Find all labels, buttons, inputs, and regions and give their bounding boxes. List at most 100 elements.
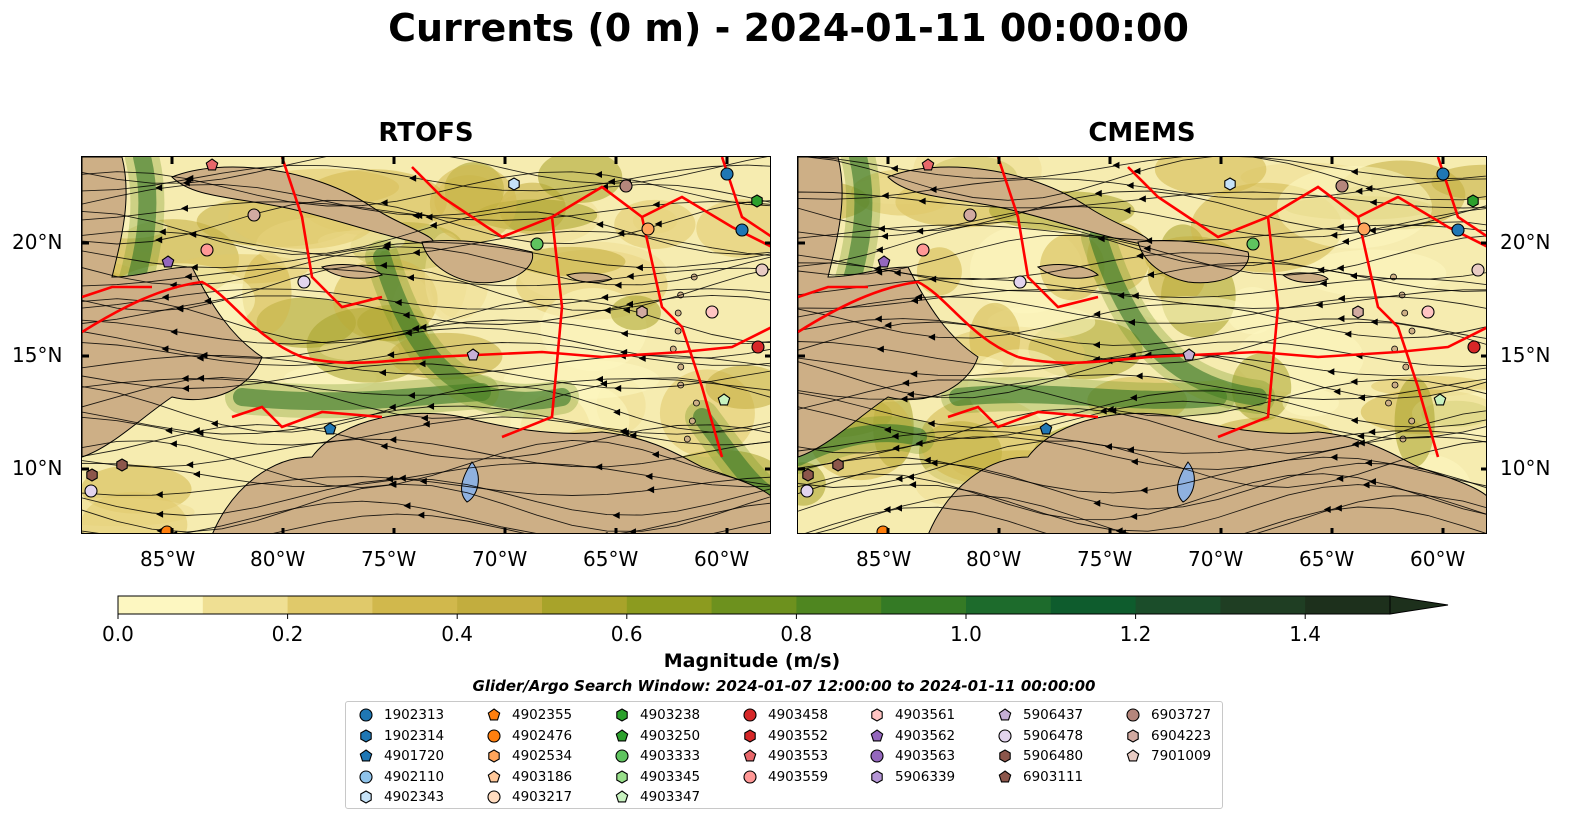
streamline-arrow — [601, 293, 609, 301]
lat-tick-label: 15°N — [12, 343, 63, 367]
colorbar-tick-label: 1.0 — [950, 622, 982, 646]
streamline — [798, 234, 1486, 276]
colorbar-segment — [542, 596, 628, 614]
streamline — [82, 210, 770, 255]
streamline-arrow — [614, 281, 622, 289]
float-marker — [963, 208, 977, 222]
legend-item: 5906437 — [997, 705, 1083, 725]
streamline-arrow — [1135, 372, 1143, 380]
streamline — [82, 267, 770, 287]
streamline-arrow — [1368, 428, 1376, 436]
hexagon-marker-icon — [616, 708, 628, 722]
hexagon-marker-icon — [360, 790, 372, 805]
streamline-arrow — [638, 354, 646, 362]
circle-marker-icon — [359, 708, 373, 722]
streamline-arrow — [906, 473, 914, 481]
streamline-arrow — [605, 531, 608, 533]
streamline-arrow — [380, 442, 388, 450]
legend-item: 4903345 — [614, 767, 700, 787]
land-small-island — [1399, 435, 1407, 443]
streamline-arrow — [1127, 318, 1135, 326]
streamline-arrow — [891, 432, 899, 440]
float-marker — [1433, 393, 1447, 406]
streamline-arrow — [1330, 453, 1338, 461]
lat-tick-label: 15°N — [1500, 343, 1551, 367]
streamline — [798, 224, 1486, 242]
streamline — [82, 438, 770, 468]
hexagon-marker-icon — [744, 728, 756, 743]
streamline-arrow — [429, 221, 437, 229]
colorbar-tick-label: 0.6 — [610, 622, 643, 646]
legend-item-label: 4903333 — [640, 748, 701, 765]
streamline-arrow — [407, 391, 415, 399]
streamline-arrow — [1317, 266, 1325, 274]
hexagon-marker-icon — [616, 770, 628, 784]
eez-boundary-line — [1017, 350, 1399, 365]
eez-boundary-line — [681, 326, 770, 354]
legend-item: 4903552 — [742, 726, 828, 746]
streamline-arrow — [895, 504, 903, 512]
streamline-arrow — [1334, 504, 1342, 512]
streamline-arrow — [186, 461, 194, 469]
float-legend: 1902313 1902314 4901720 4902110 4902343 49023… — [345, 701, 1223, 809]
streamline-arrow — [1104, 443, 1112, 451]
streamline-arrow — [626, 272, 634, 280]
legend-item: 4903553 — [742, 746, 828, 766]
streamline-arrow — [155, 236, 163, 244]
streamline — [810, 157, 1486, 180]
streamline — [82, 500, 770, 533]
streamline-arrow — [388, 480, 396, 488]
legend-item-label: 4902534 — [512, 748, 573, 765]
eez-boundary-line — [798, 285, 868, 299]
streamline-arrow — [197, 374, 205, 382]
streamline-arrow — [1093, 310, 1101, 318]
land-small-island — [677, 363, 685, 371]
streamline-arrow — [911, 297, 919, 305]
streamline-arrow — [1319, 280, 1327, 288]
pentagon-marker-icon — [870, 728, 884, 742]
legend-item-label: 6904223 — [1151, 727, 1212, 744]
streamline-arrow — [1130, 458, 1138, 466]
streamline-arrow — [165, 427, 173, 435]
lon-tick-label: 60°W — [1410, 547, 1466, 571]
legend-item: 6903111 — [997, 767, 1083, 787]
streamline-arrow — [612, 511, 620, 519]
lon-tick-label: 70°W — [1188, 547, 1244, 571]
legend-item: 4903250 — [614, 726, 700, 746]
float-marker — [720, 167, 734, 181]
hexagon-marker-icon — [488, 749, 500, 763]
streamline-arrow — [875, 246, 883, 254]
streamline — [82, 171, 770, 207]
streamline-arrow — [1117, 292, 1125, 300]
streamline — [82, 513, 770, 533]
float-marker — [508, 177, 520, 191]
panel-title-rtofs: RTOFS — [378, 118, 474, 148]
float-marker — [205, 158, 219, 171]
streamline-arrow — [874, 315, 882, 323]
eez-boundary-line — [1397, 326, 1486, 354]
streamline-arrow — [909, 481, 917, 489]
current-magnitude-patch — [515, 246, 626, 277]
streamline — [82, 376, 770, 419]
eez-boundary-line — [947, 405, 1099, 429]
eez-boundary-line — [301, 350, 683, 365]
streamline-arrow — [1315, 301, 1323, 309]
streamline-arrow — [876, 345, 884, 353]
streamline-arrow — [1138, 195, 1146, 203]
legend-item-label: 4902343 — [384, 789, 445, 806]
float-marker — [466, 348, 480, 361]
float-marker — [1182, 348, 1196, 361]
streamline — [82, 424, 770, 460]
current-field-map — [798, 157, 1486, 533]
streamline-arrow — [1140, 486, 1148, 494]
float-marker — [530, 237, 544, 251]
colorbar-tick-label: 0.8 — [780, 622, 813, 646]
eez-boundary-line — [501, 216, 564, 439]
eez-boundary-line — [1356, 216, 1440, 458]
lon-tick-label: 65°W — [1299, 547, 1355, 571]
streamline — [82, 327, 770, 359]
streamline — [82, 478, 770, 516]
land-small-island — [683, 435, 691, 443]
legend-item-label: 4902110 — [384, 768, 445, 785]
circle-marker-icon — [487, 729, 501, 743]
